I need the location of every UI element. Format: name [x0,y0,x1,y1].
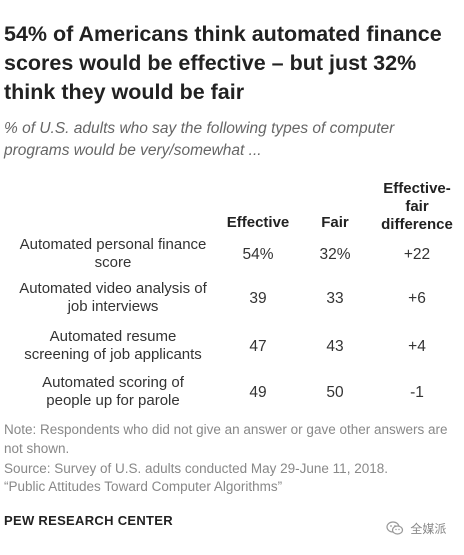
cell-difference: +22 [403,246,431,263]
cell-effective: 54% [242,246,274,263]
row-label-line: job interviews [67,298,159,315]
row-label-line: score [94,254,132,271]
chart-title: 54% of Americans think automated finance… [4,22,442,104]
row-label: Automated resume screening of job applic… [0,328,226,364]
cell-fair: 43 [326,338,344,355]
row-label-line: screening of job applicants [24,346,202,363]
watermark: 全媒派 [386,520,446,539]
row-label: Automated scoring of people up for parol… [0,374,226,410]
source-line: Source: Survey of U.S. adults conducted … [4,461,388,476]
cell-effective: 49 [249,384,267,401]
column-header-difference-line3: difference [381,216,453,233]
brand-logo-text: PEW RESEARCH CENTER [4,513,173,528]
row-label-line: people up for parole [46,392,180,409]
source-line: “Public Attitudes Toward Computer Algori… [4,479,283,494]
table-row: Automated resume screening of job applic… [0,328,464,374]
cell-effective: 47 [249,338,267,355]
row-label-line: Automated video analysis of [19,280,207,297]
row-label-line: Automated scoring of [42,374,184,391]
column-header-difference-line2: fair [405,198,429,215]
row-label: Automated video analysis of job intervie… [0,280,226,316]
row-label-line: Automated resume [49,328,177,345]
table-row: Automated scoring of people up for parol… [0,374,464,420]
cell-fair: 33 [326,290,344,307]
column-header-difference-line1: Effective- [383,180,451,197]
table-row: Automated video analysis of job intervie… [0,280,464,326]
cell-effective: 39 [249,290,267,307]
cell-difference: +4 [408,338,426,355]
cell-difference: -1 [410,384,424,401]
column-header-difference: Effective- fair difference [370,180,464,234]
watermark-text: 全媒派 [410,522,447,536]
cell-fair: 32% [319,246,351,263]
wechat-icon [386,521,404,539]
chart-subtitle: % of U.S. adults who say the following t… [4,120,395,159]
column-header-effective: Effective [226,214,290,231]
table-row: Automated personal finance score 54% 32%… [0,236,464,282]
cell-fair: 50 [326,384,344,401]
row-label-line: Automated personal finance [19,236,207,253]
source: Source: Survey of U.S. adults conducted … [4,460,460,496]
column-header-fair: Fair [321,214,349,231]
footnote: Note: Respondents who did not give an an… [4,422,448,456]
cell-difference: +6 [408,290,426,307]
row-label: Automated personal finance score [0,236,226,272]
